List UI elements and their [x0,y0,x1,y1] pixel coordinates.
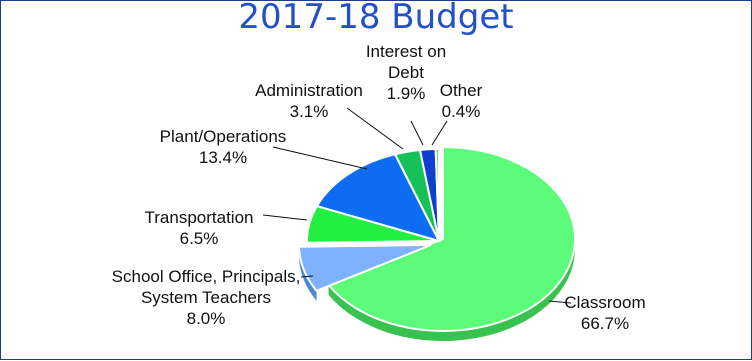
leader-line-4 [347,108,403,149]
leader-line-2 [263,215,307,220]
slice-label-5-line-2: 1.9% [387,84,426,103]
slice-label-6-line-1: 0.4% [442,102,481,121]
slice-label-5-line-0: Interest on [366,42,446,61]
leader-line-3 [273,147,367,169]
slice-label-1-line-2: 8.0% [187,309,226,328]
leader-line-5 [411,121,423,145]
slice-label-1-line-1: System Teachers [141,288,271,307]
slice-label-6-line-0: Other [440,81,483,100]
slice-label-5-line-1: Debt [388,63,424,82]
slice-label-1-line-0: School Office, Principals, [112,267,301,286]
slice-label-2-line-0: Transportation [145,208,254,227]
leader-line-6 [432,121,447,145]
slice-label-3-line-1: 13.4% [199,148,247,167]
slice-label-3-line-0: Plant/Operations [160,127,287,146]
slice-label-4-line-1: 3.1% [290,102,329,121]
slice-label-0-line-0: Classroom [564,293,645,312]
slice-label-4-line-0: Administration [255,81,363,100]
slice-label-0-line-1: 66.7% [581,314,629,333]
slice-label-2-line-1: 6.5% [180,229,219,248]
